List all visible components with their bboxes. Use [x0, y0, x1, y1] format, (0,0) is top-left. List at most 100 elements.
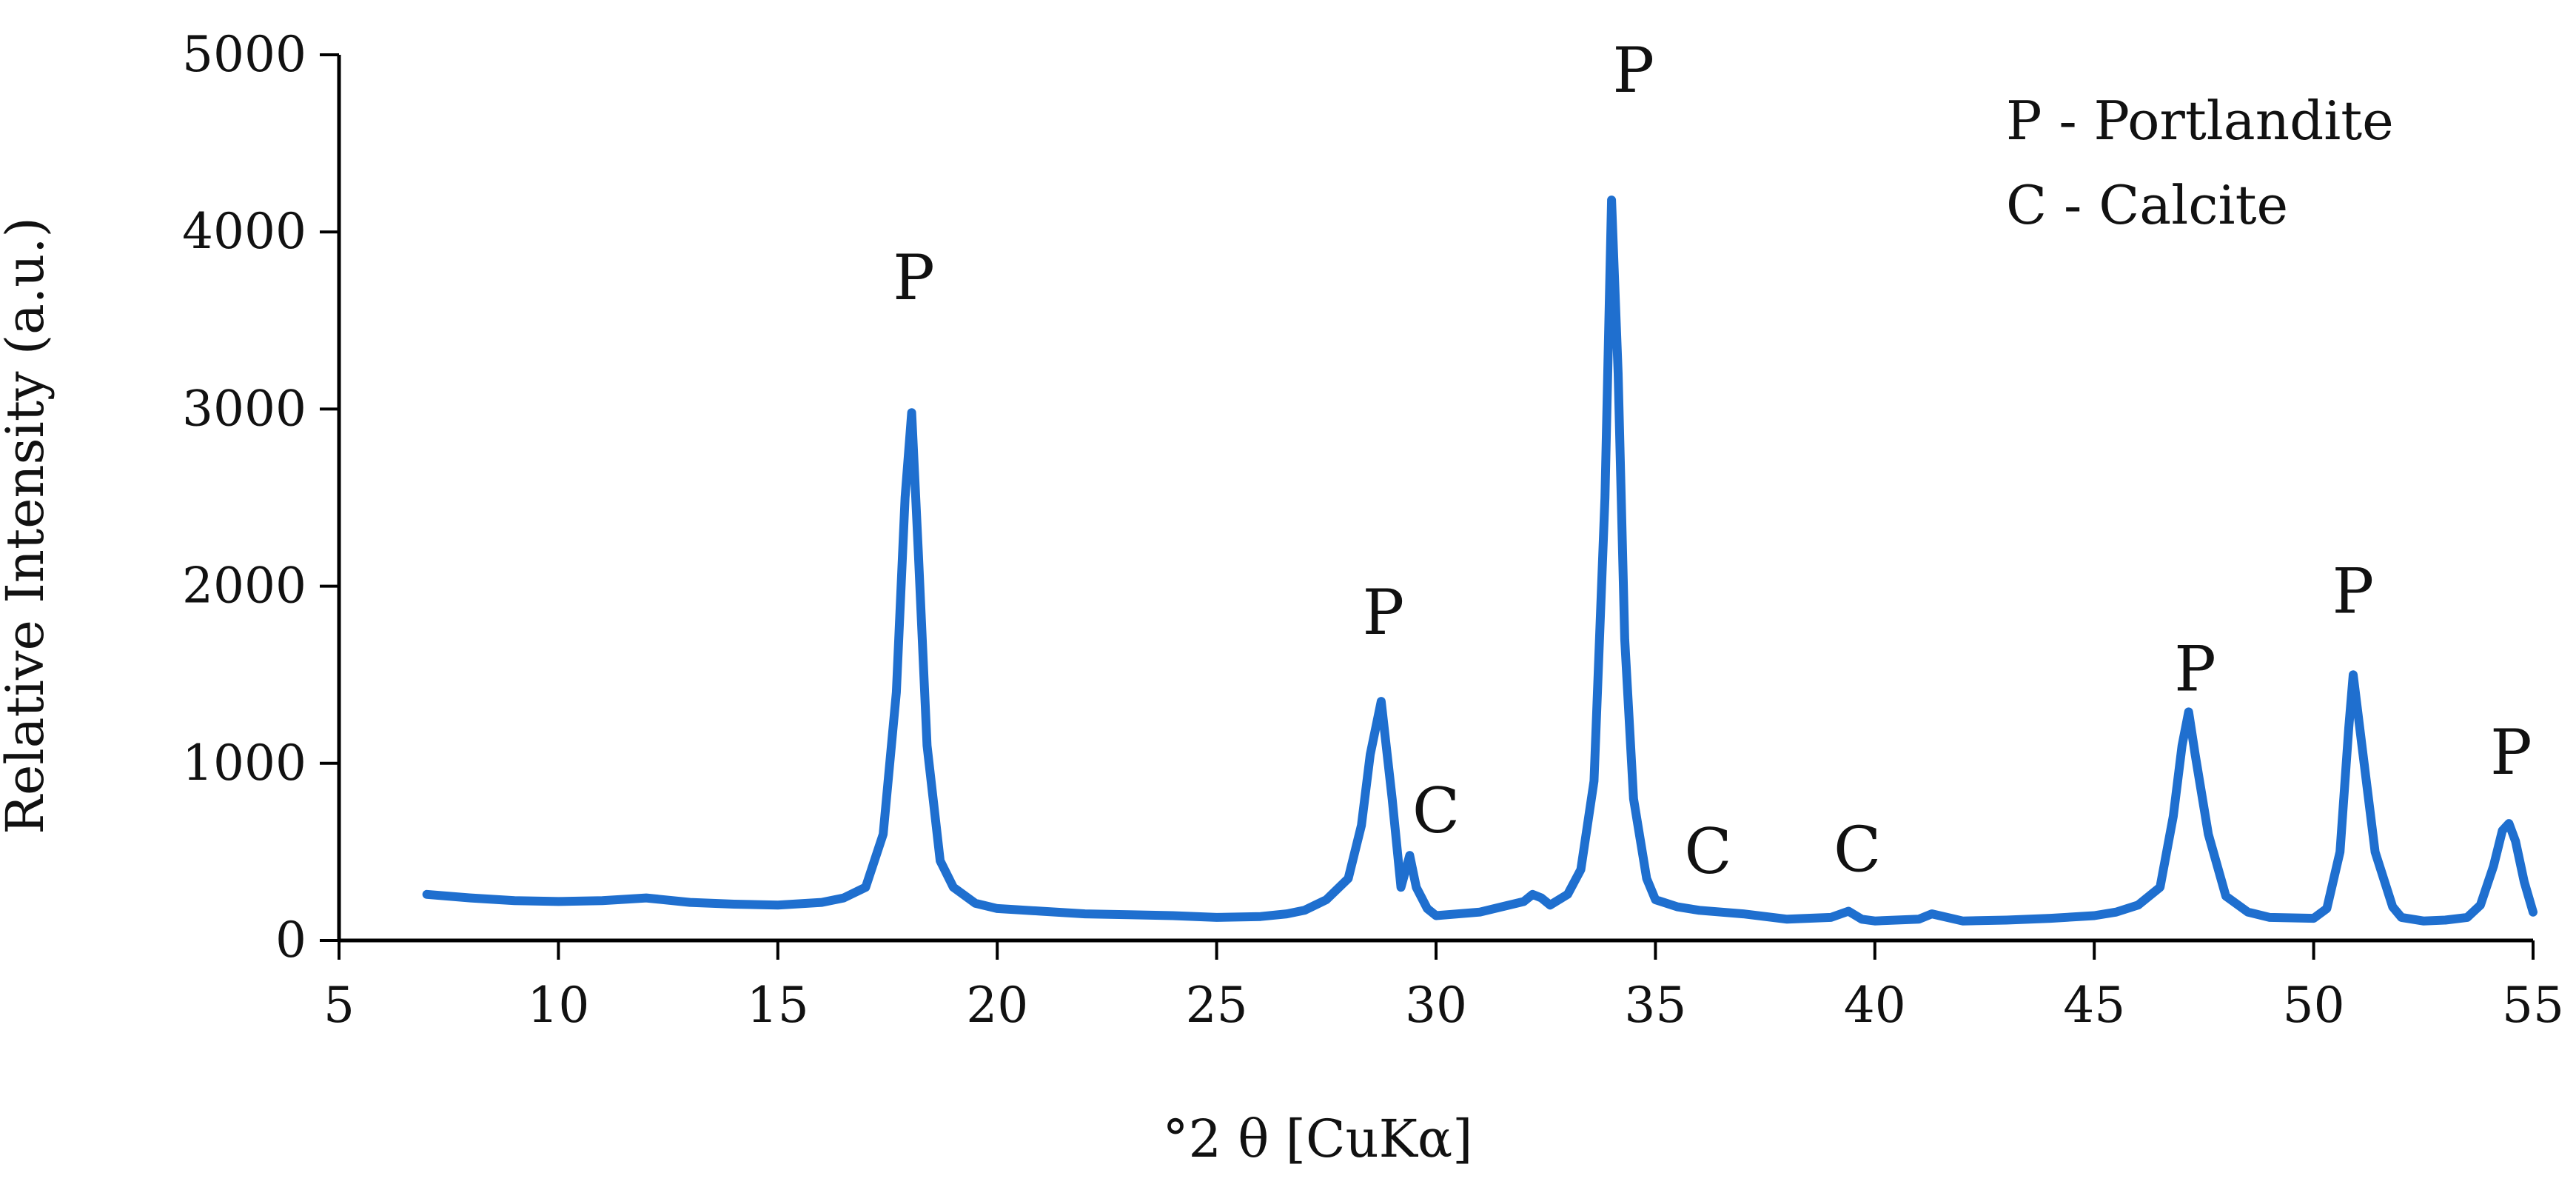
data-point: [1081, 910, 1089, 918]
data-point: [1212, 913, 1221, 921]
data-point: [730, 900, 738, 908]
data-point: [1520, 897, 1528, 906]
data-point: [1388, 795, 1396, 803]
data-point: [774, 901, 782, 909]
data-point: [908, 409, 916, 417]
data-point: [2371, 848, 2379, 856]
data-point: [2349, 671, 2357, 679]
y-tick-label: 1000: [182, 735, 306, 792]
y-ticks: 0 1000 2000 3000 4000 5000: [182, 26, 339, 969]
y-axis-title: Relative Intensity (a.u.): [0, 217, 56, 835]
peak-annotations: P P C P C C P P P: [893, 34, 2532, 888]
x-tick-label: 15: [747, 977, 809, 1034]
x-tick-label: 5: [323, 977, 355, 1034]
data-point: [642, 894, 650, 902]
legend-entry-calcite: C - Calcite: [2006, 174, 2288, 236]
data-point: [2134, 901, 2142, 909]
series-layer: [422, 195, 2538, 926]
data-point: [2046, 915, 2054, 923]
data-point: [892, 689, 900, 697]
data-point: [1845, 907, 1853, 915]
data-point: [839, 894, 848, 902]
data-point: [1344, 875, 1352, 883]
data-point: [2345, 723, 2353, 732]
data-point: [2178, 741, 2186, 749]
data-point: [1301, 906, 1309, 915]
data-point: [1783, 915, 1791, 923]
data-point: [466, 894, 474, 902]
data-point: [1643, 875, 1651, 883]
data-point: [1322, 895, 1330, 903]
data-point: [423, 890, 431, 898]
peak-label: C: [1834, 814, 1881, 886]
data-point: [2398, 913, 2406, 921]
x-tick-label: 55: [2502, 977, 2564, 1034]
peak-label: P: [2174, 633, 2216, 706]
data-point: [2184, 708, 2193, 716]
data-point: [686, 898, 694, 906]
x-tick-label: 45: [2063, 977, 2125, 1034]
data-point: [2002, 916, 2010, 924]
data-point: [1397, 883, 1405, 892]
peak-label: P: [893, 241, 935, 314]
legend: P - Portlandite C - Calcite: [2006, 90, 2394, 236]
data-point: [1739, 910, 1747, 918]
data-point: [2358, 741, 2366, 749]
data-point: [1256, 912, 1264, 920]
y-tick-label: 2000: [182, 558, 306, 615]
data-point: [901, 494, 909, 501]
data-point: [2441, 916, 2449, 924]
data-point: [1537, 894, 1546, 902]
y-tick-label: 5000: [182, 26, 306, 83]
data-point: [2529, 908, 2537, 916]
data-point: [1871, 917, 1879, 925]
data-point: [1358, 821, 1366, 829]
data-point: [2310, 915, 2318, 923]
data-point: [1614, 370, 1623, 378]
data-point: [1125, 911, 1133, 919]
data-point: [1674, 903, 1682, 911]
data-point: [1629, 795, 1637, 803]
x-tick-label: 50: [2283, 977, 2345, 1034]
data-point: [914, 546, 922, 555]
data-point: [1563, 890, 1572, 898]
data-point: [2323, 904, 2331, 912]
data-point: [1620, 635, 1629, 644]
data-point: [923, 741, 931, 749]
data-point: [2498, 826, 2506, 835]
peak-label: C: [1412, 775, 1460, 847]
data-point: [1476, 908, 1484, 916]
data-point: [2389, 903, 2397, 911]
data-point: [1928, 910, 1936, 918]
data-point: [971, 899, 979, 907]
data-point: [1651, 895, 1660, 903]
data-point: [2266, 913, 2274, 921]
data-point: [2419, 917, 2427, 925]
data-point: [1608, 196, 1616, 204]
data-point: [1601, 494, 1609, 501]
data-point: [1827, 913, 1835, 921]
x-tick-label: 30: [1405, 977, 1467, 1034]
data-point: [1959, 917, 1967, 925]
data-point: [1366, 750, 1375, 758]
data-point: [511, 897, 519, 905]
peak-label: P: [2490, 716, 2532, 789]
data-point: [2169, 812, 2177, 820]
data-point: [1283, 910, 1291, 918]
data-point: [1037, 907, 1045, 915]
data-point: [879, 830, 888, 838]
data-point: [2463, 913, 2472, 921]
peak-label: P: [1363, 576, 1405, 649]
y-tick-label: 4000: [182, 203, 306, 260]
data-point: [818, 898, 826, 906]
data-point: [2512, 838, 2520, 846]
data-point: [2222, 892, 2230, 900]
data-point: [1529, 890, 1537, 898]
data-point: [2191, 750, 2199, 758]
data-point: [1406, 852, 1414, 860]
data-point: [1590, 777, 1598, 785]
data-point: [1169, 912, 1177, 920]
y-tick-label: 0: [275, 912, 306, 969]
